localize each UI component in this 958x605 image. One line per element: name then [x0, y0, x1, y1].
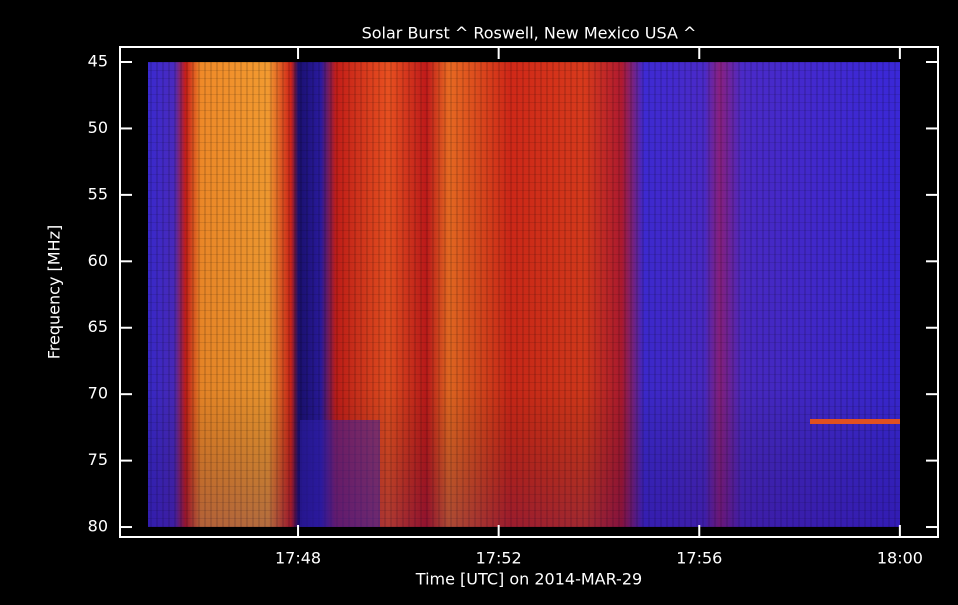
chart-title: Solar Burst ^ Roswell, New Mexico USA ^ [362, 24, 697, 43]
y-tick-label: 55 [88, 184, 108, 203]
spectrogram-region [300, 420, 380, 527]
y-tick-label: 50 [88, 118, 108, 137]
spectrogram-shade [148, 62, 900, 527]
x-tick-label: 17:56 [676, 549, 722, 568]
y-tick-label: 75 [88, 450, 108, 469]
x-tick-label: 18:00 [877, 549, 923, 568]
chart: Solar Burst ^ Roswell, New Mexico USA ^ … [0, 0, 958, 605]
spectrogram [148, 62, 900, 527]
y-tick-label: 45 [88, 52, 108, 71]
x-axis-label: Time [UTC] on 2014-MAR-29 [415, 570, 642, 589]
y-tick-label: 60 [88, 251, 108, 270]
y-tick-label: 70 [88, 384, 108, 403]
y-axis-label: Frequency [MHz] [45, 225, 64, 359]
y-tick-label: 65 [88, 317, 108, 336]
x-tick-label: 17:52 [476, 549, 522, 568]
spectrogram-line [810, 419, 900, 424]
y-tick-label: 80 [88, 517, 108, 536]
x-tick-label: 17:48 [275, 549, 321, 568]
